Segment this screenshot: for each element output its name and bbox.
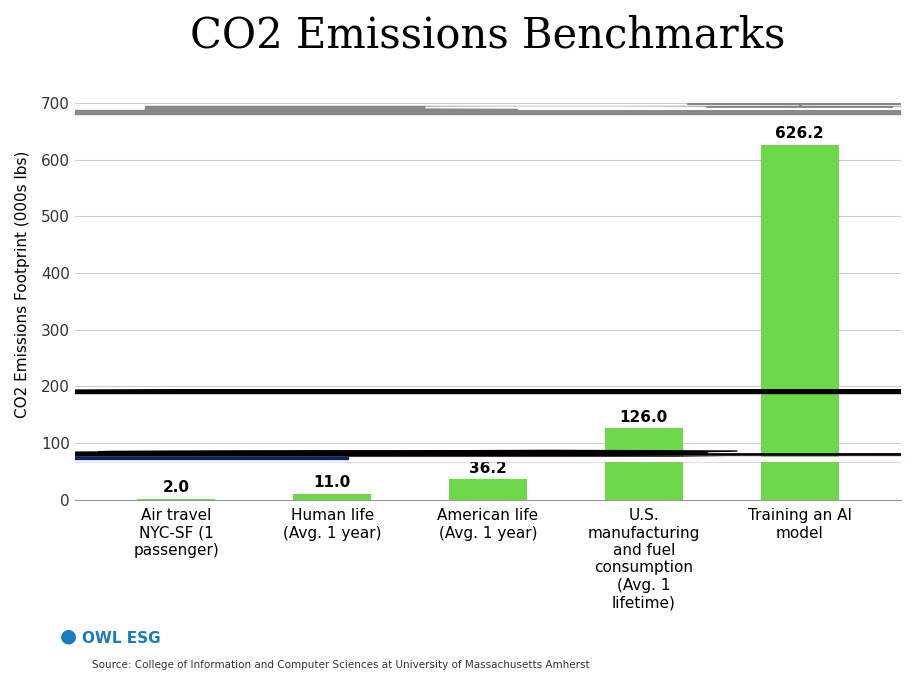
Bar — [137, 499, 215, 500]
Circle shape — [98, 451, 566, 453]
Text: 126.0: 126.0 — [620, 410, 668, 425]
Bar — [145, 106, 916, 110]
Text: 11.0: 11.0 — [313, 475, 351, 491]
Y-axis label: CO2 Emissions Footprint (000s lbs): CO2 Emissions Footprint (000s lbs) — [15, 150, 30, 418]
Circle shape — [426, 107, 706, 108]
Bar — [0, 458, 916, 461]
Bar — [293, 493, 371, 500]
Bar — [760, 145, 839, 500]
Bar — [0, 392, 916, 394]
Bar — [605, 429, 682, 500]
Bar — [0, 110, 916, 114]
Polygon shape — [0, 453, 916, 455]
Text: ●: ● — [60, 627, 77, 646]
Text: OWL ESG: OWL ESG — [82, 631, 161, 646]
Bar — [449, 480, 527, 500]
Text: 2.0: 2.0 — [163, 480, 190, 495]
Polygon shape — [0, 451, 737, 458]
Bar — [0, 458, 348, 459]
Text: Source: College of Information and Computer Sciences at University of Massachuse: Source: College of Information and Compu… — [92, 660, 589, 670]
Text: 36.2: 36.2 — [469, 461, 507, 476]
Polygon shape — [0, 390, 916, 392]
Text: 626.2: 626.2 — [775, 126, 824, 142]
Title: CO2 Emissions Benchmarks: CO2 Emissions Benchmarks — [191, 15, 786, 57]
Circle shape — [893, 107, 916, 108]
